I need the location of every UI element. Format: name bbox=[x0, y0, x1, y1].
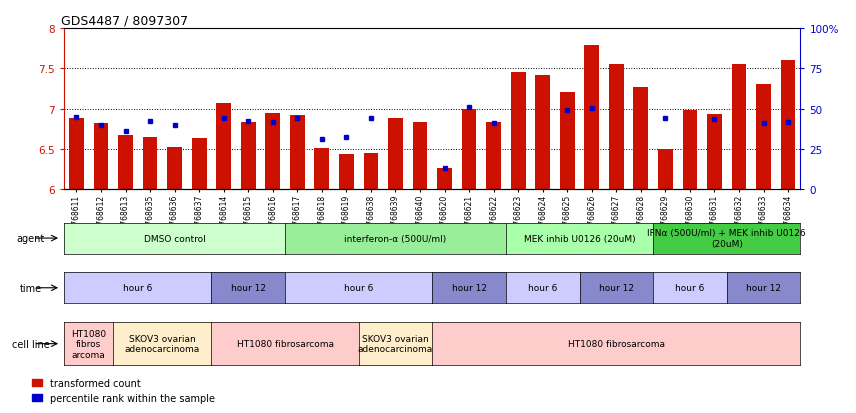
Bar bbox=[658, 150, 673, 190]
Bar bbox=[413, 122, 427, 190]
Text: time: time bbox=[20, 283, 42, 293]
Text: hour 6: hour 6 bbox=[123, 284, 152, 292]
Text: SKOV3 ovarian
adenocarcinoma: SKOV3 ovarian adenocarcinoma bbox=[358, 334, 433, 354]
Bar bbox=[118, 136, 133, 190]
Text: hour 6: hour 6 bbox=[528, 284, 557, 292]
Bar bbox=[339, 154, 354, 190]
Text: hour 12: hour 12 bbox=[452, 284, 486, 292]
Text: HT1080 fibrosarcoma: HT1080 fibrosarcoma bbox=[568, 339, 665, 348]
Text: HT1080
fibros
arcoma: HT1080 fibros arcoma bbox=[71, 329, 106, 358]
Bar bbox=[633, 88, 648, 190]
Text: HT1080 fibrosarcoma: HT1080 fibrosarcoma bbox=[236, 339, 334, 348]
Text: SKOV3 ovarian
adenocarcinoma: SKOV3 ovarian adenocarcinoma bbox=[125, 334, 200, 354]
Bar bbox=[167, 147, 182, 190]
Bar bbox=[364, 154, 378, 190]
Legend: transformed count, percentile rank within the sample: transformed count, percentile rank withi… bbox=[28, 374, 218, 406]
Text: DMSO control: DMSO control bbox=[144, 234, 205, 243]
Bar bbox=[217, 104, 231, 190]
Bar bbox=[535, 76, 550, 190]
Bar bbox=[192, 138, 206, 190]
Bar bbox=[437, 168, 452, 190]
Text: MEK inhib U0126 (20uM): MEK inhib U0126 (20uM) bbox=[524, 234, 635, 243]
Bar bbox=[143, 138, 158, 190]
Bar bbox=[290, 116, 305, 190]
Bar bbox=[314, 149, 330, 190]
Text: hour 12: hour 12 bbox=[231, 284, 265, 292]
Bar bbox=[486, 123, 501, 190]
Bar bbox=[93, 124, 109, 190]
Text: cell line: cell line bbox=[12, 339, 50, 349]
Text: hour 6: hour 6 bbox=[675, 284, 704, 292]
Bar bbox=[388, 119, 403, 190]
Bar bbox=[781, 61, 795, 190]
Bar bbox=[682, 111, 698, 190]
Bar bbox=[265, 114, 280, 190]
Bar bbox=[461, 109, 477, 190]
Bar bbox=[69, 119, 84, 190]
Bar bbox=[756, 85, 771, 190]
Bar bbox=[585, 46, 599, 190]
Text: interferon-α (500U/ml): interferon-α (500U/ml) bbox=[344, 234, 447, 243]
Text: hour 6: hour 6 bbox=[344, 284, 373, 292]
Bar bbox=[609, 65, 624, 190]
Text: hour 12: hour 12 bbox=[746, 284, 781, 292]
Bar bbox=[560, 93, 574, 190]
Bar bbox=[732, 65, 746, 190]
Text: GDS4487 / 8097307: GDS4487 / 8097307 bbox=[61, 15, 187, 28]
Text: hour 12: hour 12 bbox=[599, 284, 633, 292]
Bar bbox=[511, 72, 526, 190]
Bar bbox=[241, 123, 256, 190]
Bar bbox=[707, 115, 722, 190]
Text: agent: agent bbox=[16, 233, 45, 244]
Text: IFNα (500U/ml) + MEK inhib U0126
(20uM): IFNα (500U/ml) + MEK inhib U0126 (20uM) bbox=[647, 229, 806, 248]
